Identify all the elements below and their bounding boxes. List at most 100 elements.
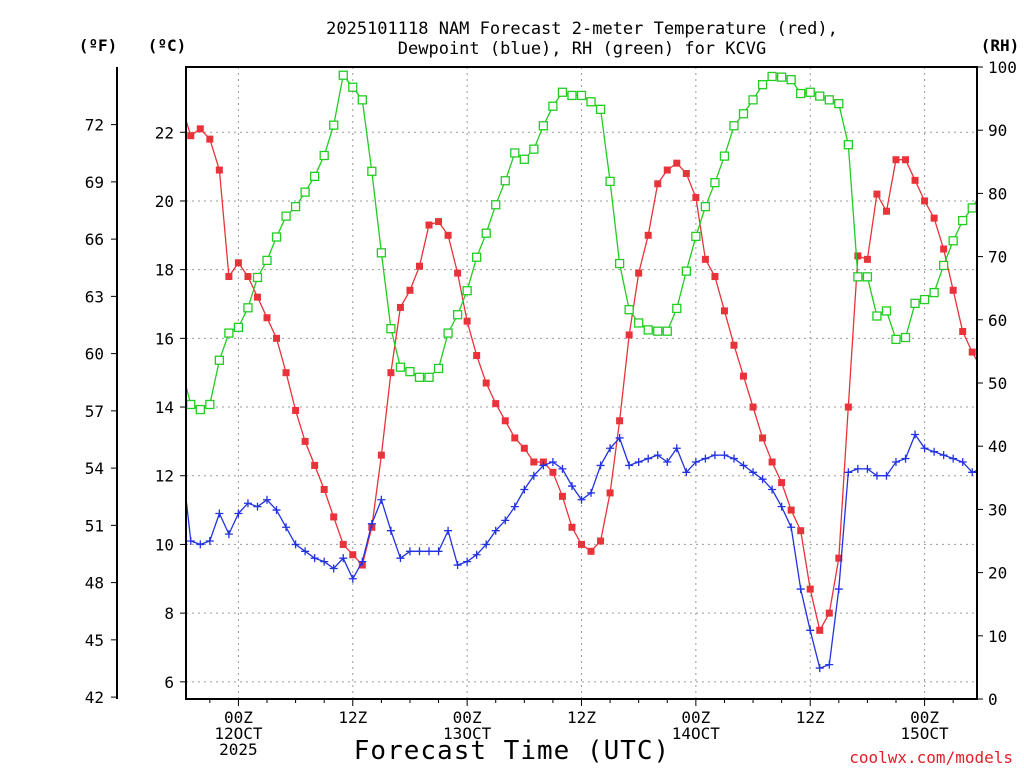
dewpoint-point [653,451,662,460]
rh-point [433,363,444,374]
rh-point [719,151,730,161]
temperature-point [940,245,948,253]
temperature-point [311,461,319,469]
rh-point [357,95,367,105]
dewpoint-point [444,526,453,535]
dewpoint-point [644,454,653,463]
fahrenheit-unit-label: (ºF) [79,36,118,55]
rh-point [576,90,587,101]
temperature-point [330,513,338,521]
dewpoint-point [758,475,767,484]
dewpoint-point [939,451,948,460]
temperature-point [730,341,738,349]
temperature-point [673,159,681,167]
rh-point [834,99,844,109]
rh-point [262,255,272,266]
temperature-point [720,307,728,315]
temperature-point [949,286,957,294]
rh-point [757,80,768,90]
dewpoint-point [539,461,548,470]
dewpoint-point [396,554,405,563]
dewpoint-point [930,447,939,456]
celsius-tick-label: 18 [155,261,174,280]
fahrenheit-tick-label: 66 [85,230,104,249]
dewpoint-point [920,444,929,453]
dewpoint-point [291,540,300,549]
rh-tick-label: 90 [988,121,1007,140]
rh-point [214,355,225,365]
rh-point [815,91,825,101]
dewpoint-point [177,451,185,459]
temperature-point [921,197,929,205]
dewpoint-point [815,664,824,673]
temperature-point [854,252,862,260]
dewpoint-point [367,519,376,528]
dewpoint-point [872,471,881,480]
rh-point [672,303,682,314]
rh-tick-label: 40 [988,437,1007,456]
dewpoint-point [701,454,710,463]
rh-point [271,232,282,242]
rh-point [767,71,777,82]
x-tick-label: 12Z [567,708,596,727]
temperature-point [473,352,481,360]
dewpoint-point [663,458,672,466]
dewpoint-point [720,451,729,460]
rh-point [796,88,806,99]
rh-point [997,168,1005,176]
temperature-point [740,372,748,380]
temperature-point [635,269,643,277]
dewpoint-point [739,461,748,470]
series-group [177,70,1005,673]
x-tick-label: 00Z [224,708,253,727]
dewpoint-point [282,523,291,532]
rh-point [319,150,329,161]
dewpoint-point [796,585,805,594]
dewpoint-point [520,485,529,494]
temperature-point [215,166,223,174]
dewpoint-point [834,585,843,594]
rh-point [662,326,672,336]
dewpoint-point [215,509,224,518]
rh-tick-label: 30 [988,500,1007,519]
rh-tick-label: 10 [988,627,1007,646]
rh-point [462,286,472,296]
rh-point [710,178,720,188]
x-tick-label: 12Z [796,708,825,727]
fahrenheit-tick-label: 54 [85,459,104,478]
rh-point [748,95,758,105]
rh-point [548,101,558,111]
rh-point [958,215,968,226]
rh-point [500,176,510,186]
dewpoint-point [577,495,586,504]
temperature-point [844,403,852,411]
temperature-point [892,156,900,164]
temperature-point [616,417,624,425]
dewpoint-point [501,516,510,525]
rh-point [643,325,653,335]
data-series [177,70,1005,673]
rh-point [824,95,834,105]
temperature-point [959,327,967,335]
rh-point [872,311,882,321]
temperature-point [978,366,985,373]
x-tick-label: 00Z [681,708,710,727]
rh-point [529,144,539,154]
fahrenheit-tick-label: 63 [85,287,104,306]
chart-title-line-1: 2025101118 NAM Forecast 2-meter Temperat… [326,19,838,39]
temperature-point [482,379,490,387]
rh-point [367,166,377,176]
temperature-point [692,194,700,202]
rh-point [538,121,549,131]
rh-point [624,305,634,315]
celsius-tick-label: 6 [164,673,174,692]
dewpoint-point [386,526,395,535]
rh-point [443,328,453,338]
dewpoint-point [329,564,338,573]
dewpoint-point [453,561,462,570]
fahrenheit-tick-label: 42 [85,688,104,707]
fahrenheit-tick-label: 72 [85,116,104,135]
rh-point [472,252,482,262]
rh-point [414,372,425,382]
